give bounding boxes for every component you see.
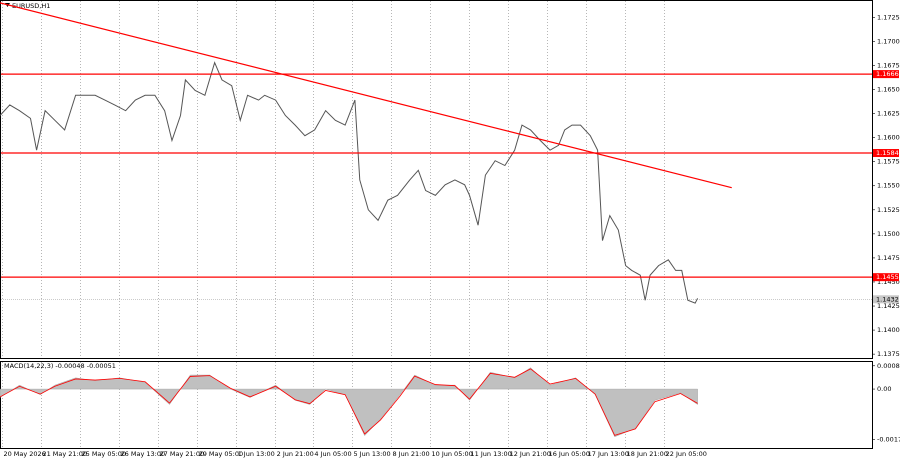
- y-tick-label: 1.1450: [877, 278, 900, 286]
- level-label: 1.1455: [876, 273, 899, 281]
- x-tick-label: 20 May 2026: [3, 450, 45, 458]
- current-price-label: 1.1432: [876, 295, 899, 303]
- y-tick-label: 1.1625: [877, 110, 900, 118]
- macd-title: MACD(14,22,3) -0.00048 -0.00051: [4, 362, 116, 370]
- y-tick-label: 1.1725: [877, 13, 900, 21]
- y-tick-label: 1.1600: [877, 134, 900, 142]
- level-label-box: [873, 273, 899, 282]
- x-tick-label: 29 May 05:00: [199, 450, 244, 458]
- y-tick-label: 1.1525: [877, 206, 900, 214]
- x-tick-label: 17 Jun 13:00: [588, 450, 629, 458]
- x-tick-label: 16 Jun 05:00: [549, 450, 590, 458]
- y-tick-label: -0.00179: [877, 435, 900, 443]
- main-frame: [0, 0, 873, 359]
- x-tick-label: 8 Jun 21:00: [392, 450, 429, 458]
- y-tick-label: 1.1425: [877, 302, 900, 310]
- chart-title: EURUSD,H1: [12, 2, 50, 10]
- y-tick-label: 1.1400: [877, 326, 900, 334]
- level-label: 1.1666: [876, 70, 899, 78]
- x-tick-label: 12 Jun 21:00: [510, 450, 551, 458]
- y-tick-label: 1.1700: [877, 37, 900, 45]
- x-tick-label: 18 Jun 21:00: [627, 450, 668, 458]
- trendline: [0, 2, 732, 189]
- y-tick-label: 1.1550: [877, 182, 900, 190]
- y-tick-label: 1.1675: [877, 61, 900, 69]
- x-tick-label: 2 Jun 21:00: [277, 450, 314, 458]
- y-tick-label: 0.00: [877, 385, 891, 393]
- x-tick-label: 4 Jun 05:00: [314, 450, 351, 458]
- y-tick-label: 1.1575: [877, 158, 900, 166]
- x-tick-label: 27 May 21:00: [160, 450, 205, 458]
- current-price-box: [873, 295, 899, 304]
- macd-frame: [0, 361, 873, 449]
- level-label-box: [873, 149, 899, 158]
- x-tick-label: 21 May 21:00: [42, 450, 87, 458]
- x-tick-label: 5 Jun 13:00: [353, 450, 390, 458]
- y-tick-label: 1.1375: [877, 350, 900, 358]
- x-tick-label: 26 May 13:00: [121, 450, 166, 458]
- signal-line: [0, 368, 698, 436]
- level-label: 1.1584: [876, 149, 899, 157]
- x-tick-label: 25 May 05:00: [81, 450, 126, 458]
- x-tick-label: 1 Jun 13:00: [238, 450, 275, 458]
- y-tick-label: 1.1500: [877, 230, 900, 238]
- y-tick-label: 1.1650: [877, 86, 900, 94]
- level-label-box: [873, 70, 899, 79]
- y-tick-label: 1.1475: [877, 254, 900, 262]
- x-tick-label: 22 Jun 05:00: [666, 450, 707, 458]
- x-tick-label: 10 Jun 05:00: [432, 450, 473, 458]
- price-line: [0, 61, 699, 304]
- y-tick-label: 0.00083: [877, 362, 900, 370]
- x-tick-label: 11 Jun 13:00: [471, 450, 512, 458]
